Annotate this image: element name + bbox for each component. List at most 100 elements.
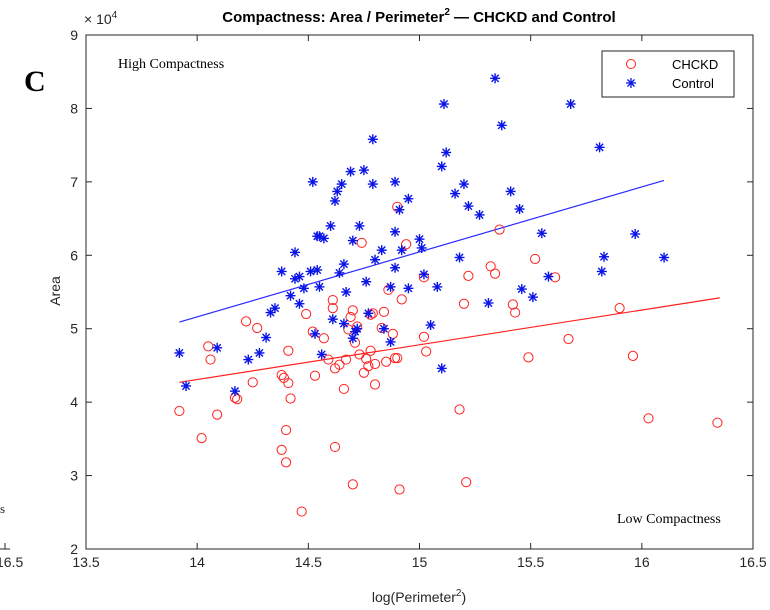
point-chckd [296,506,307,517]
point-control [294,271,305,282]
point-control [403,283,414,294]
point-chckd [347,305,358,316]
point-control [332,186,343,197]
point-control [403,193,414,204]
point-control [312,264,323,275]
point-control [330,195,341,206]
point-chckd [394,484,405,495]
point-control [416,242,427,253]
axis-ticks-group: 13.5 14 14.5 15 15.5 16 16.5 2 3 4 5 6 7 8 9 [70,27,767,570]
point-control [505,186,516,197]
point-chckd [343,324,354,335]
y-exponent-sup: 4 [112,10,118,21]
point-control [376,245,387,256]
point-chckd [212,409,223,420]
point-control [318,233,329,244]
point-control [596,266,607,277]
point-chckd [276,369,287,381]
point-control [599,251,610,262]
point-control [289,273,300,284]
point-chckd [392,352,403,364]
point-chckd [381,356,392,367]
point-control [385,281,396,292]
point-chckd [389,352,401,364]
point-control [458,179,469,190]
plot-area-frame [85,34,754,550]
point-control [336,179,347,190]
point-chckd [301,308,312,320]
point-control [527,292,538,303]
point-chckd [323,354,334,365]
point-control [316,349,327,360]
point-control [483,298,494,309]
point-chckd [252,322,263,334]
point-control [450,188,461,199]
point-chckd [318,333,329,344]
point-control [565,99,576,110]
point-chckd [338,383,350,395]
point-chckd [396,294,407,305]
point-chckd [327,294,338,306]
x-axis-label-main: log(Perimeter [372,589,456,605]
point-chckd [376,322,387,334]
point-chckd [358,367,370,378]
point-chckd [205,354,216,365]
point-control [354,220,365,231]
annotation-high-compactness: High Compactness [118,57,224,72]
point-control [490,73,501,84]
y-tick-label: 4 [70,394,78,410]
y-tick-label: 5 [70,321,78,337]
y-tick-label: 9 [70,27,78,43]
point-chckd [418,331,430,342]
point-control [496,120,507,131]
point-control [341,287,352,297]
y-exponent-base: × 10 [84,11,112,27]
point-chckd [463,270,474,281]
point-control [229,386,240,397]
point-control [265,307,276,318]
point-chckd [203,341,214,352]
point-control [378,323,389,334]
x-tick-label: 14.5 [295,554,322,570]
y-tick-label: 8 [70,100,78,116]
point-control [174,347,185,358]
neighbour-panel-tick-label: 16.5 [0,554,23,570]
chart-title: Compactness: Area / Perimeter2 — CHCKD a… [222,7,615,26]
point-chckd [523,352,534,363]
point-chckd [285,393,296,404]
point-chckd [643,413,654,424]
chart-title-tail: — CHCKD and Control [450,9,616,26]
point-chckd [712,417,723,428]
point-chckd [240,316,252,327]
point-control [414,234,425,245]
point-control [307,176,318,187]
annotation-low-compactness: Low Compactness [617,512,721,527]
chart-title-sup: 2 [444,7,450,18]
point-control [338,259,349,270]
point-control [659,252,670,263]
point-control [212,342,223,353]
point-control [269,303,280,314]
legend-chckd-label: CHCKD [672,57,718,72]
point-control [305,266,316,277]
y-tick-label: 6 [70,247,78,263]
point-control [358,165,369,176]
point-chckd [363,361,374,372]
x-axis-label: log(Perimeter2) [372,588,466,605]
legend-control-label: Control [672,76,714,91]
point-control [325,220,336,231]
point-control [361,276,372,287]
point-control [390,176,401,187]
point-control [543,271,554,282]
point-control [298,283,309,294]
point-chckd [334,359,345,370]
point-chckd [341,354,352,365]
point-control [385,336,396,347]
point-chckd [361,353,372,364]
point-control [294,298,305,309]
point-chckd [247,377,258,388]
point-control [516,284,527,295]
point-chckd [454,404,465,415]
point-chckd [563,333,574,345]
point-control [390,262,401,273]
